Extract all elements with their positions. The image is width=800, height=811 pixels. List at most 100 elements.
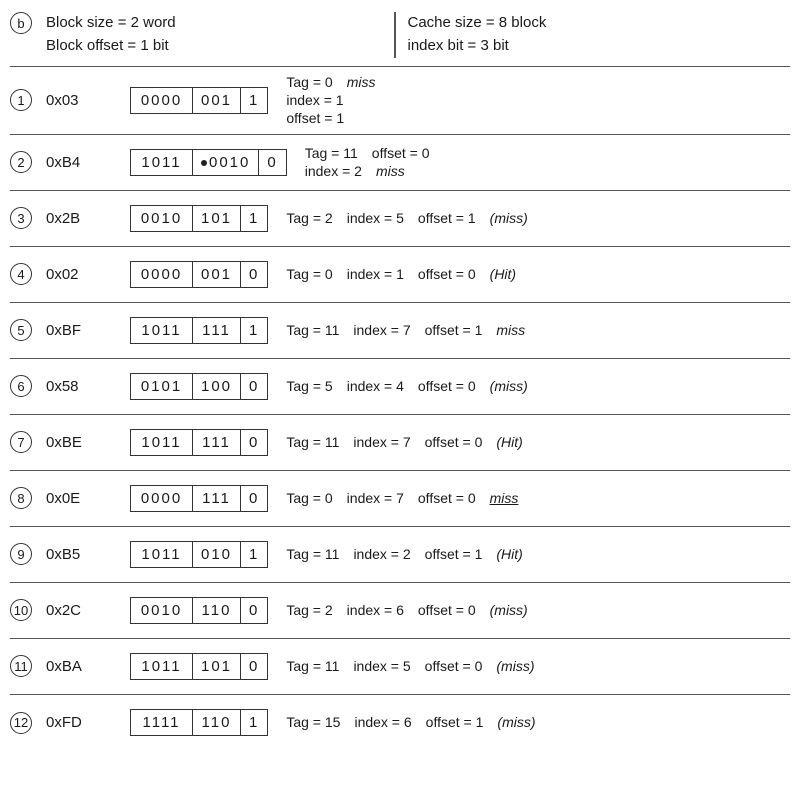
index-bits: 110 <box>193 598 241 623</box>
tag-bits: 1111 <box>131 710 193 735</box>
cache-access-row: 80x0E00001110Tag = 0index = 7offset = 0m… <box>10 471 790 527</box>
result-label: miss <box>496 321 525 339</box>
address-label: 0xBE <box>46 434 118 451</box>
result-label: (Hit) <box>496 433 522 451</box>
address-label: 0x2B <box>46 210 118 227</box>
offset-bits: 0 <box>241 598 267 623</box>
offset-value: offset = 0 <box>418 377 476 395</box>
tag-value: Tag = 2 <box>286 601 332 619</box>
offset-bits: 0 <box>241 654 267 679</box>
tag-value: Tag = 5 <box>286 377 332 395</box>
index-bits: 111 <box>193 318 241 343</box>
row-info: Tag = 11offset = 0index = 2miss <box>299 144 790 180</box>
result-label: (miss) <box>490 601 528 619</box>
header-left: Block size = 2 word Block offset = 1 bit <box>42 12 382 57</box>
result-label: (Hit) <box>490 265 516 283</box>
problem-label: b <box>10 12 32 34</box>
row-info: Tag = 2index = 5offset = 1(miss) <box>280 209 790 227</box>
offset-bits: 0 <box>241 262 267 287</box>
result-label: miss <box>490 489 519 507</box>
address-label: 0xBF <box>46 322 118 339</box>
address-label: 0x58 <box>46 378 118 395</box>
offset-value: offset = 0 <box>425 433 483 451</box>
result-label: miss <box>376 162 405 180</box>
rows-container: 10x0300000011Tag = 0missindex = 1offset … <box>10 67 790 751</box>
address-label: 0x0E <box>46 490 118 507</box>
cache-access-row: 30x2B00101011Tag = 2index = 5offset = 1(… <box>10 191 790 247</box>
offset-value: offset = 1 <box>425 545 483 563</box>
row-number: 11 <box>10 655 32 677</box>
offset-bits: 1 <box>241 542 267 567</box>
cache-access-row: 40x0200000010Tag = 0index = 1offset = 0(… <box>10 247 790 303</box>
index-value: index = 7 <box>353 321 410 339</box>
offset-value: offset = 1 <box>425 321 483 339</box>
index-bits: 001 <box>193 262 241 287</box>
offset-value: offset = 0 <box>418 265 476 283</box>
tag-bits: 0010 <box>131 206 193 231</box>
tag-value: Tag = 0 <box>286 489 332 507</box>
tag-value: Tag = 0 <box>286 265 332 283</box>
index-bits: 101 <box>193 206 241 231</box>
tag-bits: 1011 <box>131 654 193 679</box>
bits-box: 00101011 <box>130 205 268 232</box>
offset-value: offset = 1 <box>418 209 476 227</box>
address-label: 0x2C <box>46 602 118 619</box>
row-info: Tag = 5index = 4offset = 0(miss) <box>280 377 790 395</box>
index-value: index = 5 <box>353 657 410 675</box>
header: b Block size = 2 word Block offset = 1 b… <box>10 8 790 67</box>
block-size-text: Block size = 2 word <box>46 12 382 35</box>
result-label: (miss) <box>496 657 534 675</box>
index-value: index = 7 <box>353 433 410 451</box>
offset-value: offset = 0 <box>418 489 476 507</box>
row-number: 8 <box>10 487 32 509</box>
bits-box: 00000010 <box>130 261 268 288</box>
index-bits: 001 <box>193 88 241 113</box>
header-right: Cache size = 8 block index bit = 3 bit <box>408 12 791 57</box>
index-bits: 0010 <box>193 150 259 175</box>
tag-bits: 0010 <box>131 598 193 623</box>
row-info: Tag = 2index = 6offset = 0(miss) <box>280 601 790 619</box>
index-bit-text: index bit = 3 bit <box>408 35 791 58</box>
cache-access-row: 60x5801011000Tag = 5index = 4offset = 0(… <box>10 359 790 415</box>
index-bits: 111 <box>193 486 241 511</box>
result-label: (Hit) <box>496 545 522 563</box>
index-bits: 101 <box>193 654 241 679</box>
tag-bits: 0000 <box>131 262 193 287</box>
address-label: 0xB4 <box>46 154 118 171</box>
bits-box: 101100100 <box>130 149 287 176</box>
row-info: Tag = 11index = 5offset = 0(miss) <box>280 657 790 675</box>
cache-access-row: 20xB4101100100Tag = 11offset = 0index = … <box>10 135 790 191</box>
row-info: Tag = 15index = 6offset = 1(miss) <box>280 713 790 731</box>
tag-value: Tag = 0 <box>286 73 332 91</box>
tag-bits: 1011 <box>131 150 193 175</box>
index-bits: 110 <box>193 710 241 735</box>
index-value: index = 6 <box>354 713 411 731</box>
cache-access-row: 120xFD11111101Tag = 15index = 6offset = … <box>10 695 790 751</box>
address-label: 0xBA <box>46 658 118 675</box>
cache-access-row: 70xBE10111110Tag = 11index = 7offset = 0… <box>10 415 790 471</box>
offset-value: offset = 1 <box>426 713 484 731</box>
row-info: Tag = 11 index = 2 offset = 1 (Hit) <box>280 545 790 563</box>
cache-access-row: 110xBA10111010Tag = 11index = 5offset = … <box>10 639 790 695</box>
tag-value: Tag = 11 <box>286 657 339 675</box>
row-number: 7 <box>10 431 32 453</box>
tag-value: Tag = 15 <box>286 713 340 731</box>
tag-bits: 1011 <box>131 318 193 343</box>
block-offset-text: Block offset = 1 bit <box>46 35 382 58</box>
index-value: index = 1 <box>347 265 404 283</box>
bits-box: 10110101 <box>130 541 268 568</box>
row-info: Tag = 11index = 7offset = 1miss <box>280 321 790 339</box>
index-value: index = 6 <box>347 601 404 619</box>
row-info: Tag = 0missindex = 1offset = 1 <box>280 73 790 128</box>
row-number: 3 <box>10 207 32 229</box>
offset-value: offset = 1 <box>286 109 790 127</box>
bits-box: 00000011 <box>130 87 268 114</box>
address-label: 0xB5 <box>46 546 118 563</box>
result-label: (miss) <box>490 209 528 227</box>
index-value: index = 2 <box>353 545 410 563</box>
cache-access-row: 90xB510110101Tag = 11index = 2offset = 1… <box>10 527 790 583</box>
cache-access-row: 50xBF10111111Tag = 11index = 7offset = 1… <box>10 303 790 359</box>
tag-value: Tag = 11 <box>286 545 339 563</box>
tag-value: Tag = 11 <box>305 144 358 162</box>
tag-bits: 1011 <box>131 430 193 455</box>
